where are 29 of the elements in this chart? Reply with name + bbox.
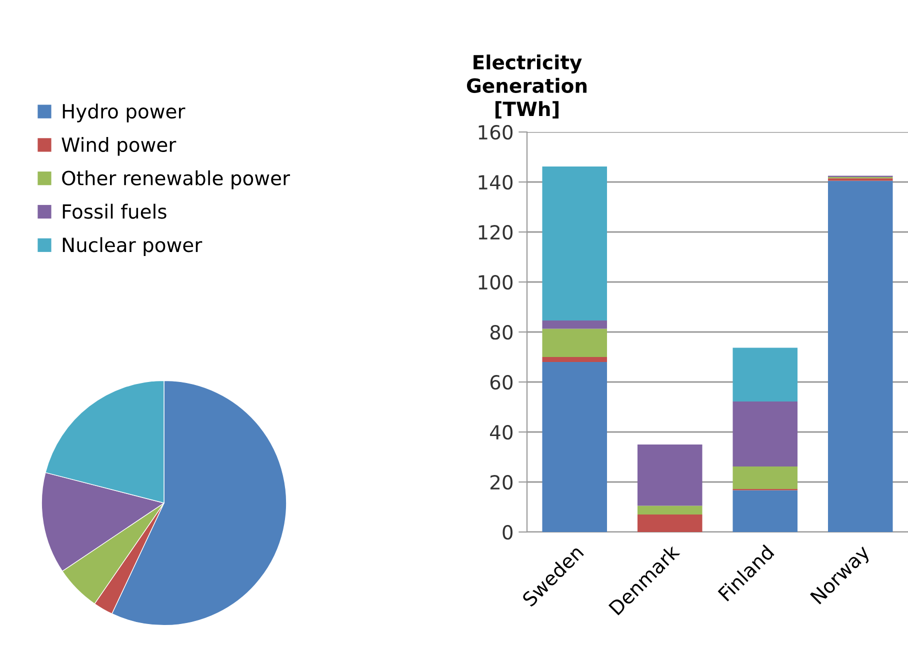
bar [542,362,608,532]
y-tick-label: 0 [502,524,513,540]
bar [542,320,608,329]
bar [732,348,798,402]
legend-label: Hydro power [62,104,186,122]
legend-label: Nuclear power [62,237,202,256]
y-tick-label: 100 [478,274,513,290]
y-tick-label: 80 [490,324,513,340]
legend-label: Wind power [62,136,176,156]
chart-title: Electricity Generation [TWh] [466,54,587,119]
bar [542,166,608,320]
y-tick-label: 60 [490,374,513,390]
bar [542,357,608,362]
y-tick-label: 140 [478,174,513,190]
bar [637,506,702,514]
y-tick-label: 20 [490,474,513,490]
bar [828,178,893,181]
bar [732,466,798,489]
bar [828,180,893,532]
bar [637,444,702,506]
y-tick-label: 160 [478,124,513,140]
y-tick-label: 120 [478,224,513,240]
bar [542,328,608,357]
legend-label: Other renewable power [62,170,290,190]
bar [637,514,702,532]
bar [732,490,798,532]
legend-label: Fossil fuels [62,204,166,219]
y-tick-label: 40 [490,424,513,440]
bar [732,402,798,466]
